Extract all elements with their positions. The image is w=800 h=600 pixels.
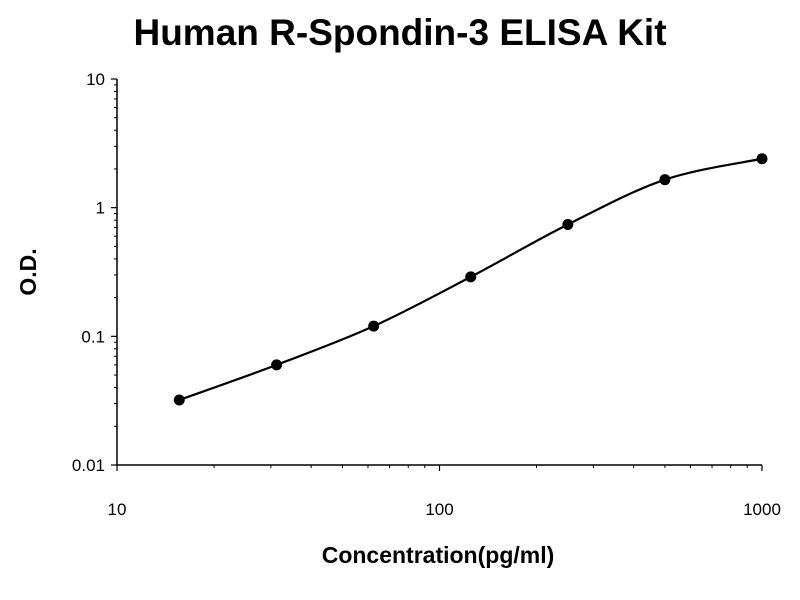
data-point	[562, 218, 574, 230]
data-point	[271, 359, 283, 371]
data-point	[659, 174, 671, 186]
y-axis-title: O.D.	[15, 248, 41, 295]
data-points-layer	[173, 153, 768, 406]
data-point	[756, 153, 768, 165]
data-point	[173, 394, 185, 406]
axes	[116, 79, 762, 466]
data-point	[465, 271, 477, 283]
x-axis-title: Concentration(pg/ml)	[322, 542, 555, 568]
data-point	[368, 320, 380, 332]
y-tick-label: 0.01	[72, 456, 105, 475]
y-tick-label: 0.1	[81, 327, 105, 346]
axis-ticks: 10 1 0.1 0.01 10 100 1000	[72, 70, 781, 519]
x-tick-label: 100	[425, 500, 453, 519]
x-tick-label: 10	[108, 500, 127, 519]
y-tick-label: 10	[86, 70, 105, 89]
x-tick-label: 1000	[743, 500, 781, 519]
chart-title: Human R-Spondin-3 ELISA Kit	[133, 12, 667, 53]
y-tick-label: 1	[96, 199, 105, 218]
